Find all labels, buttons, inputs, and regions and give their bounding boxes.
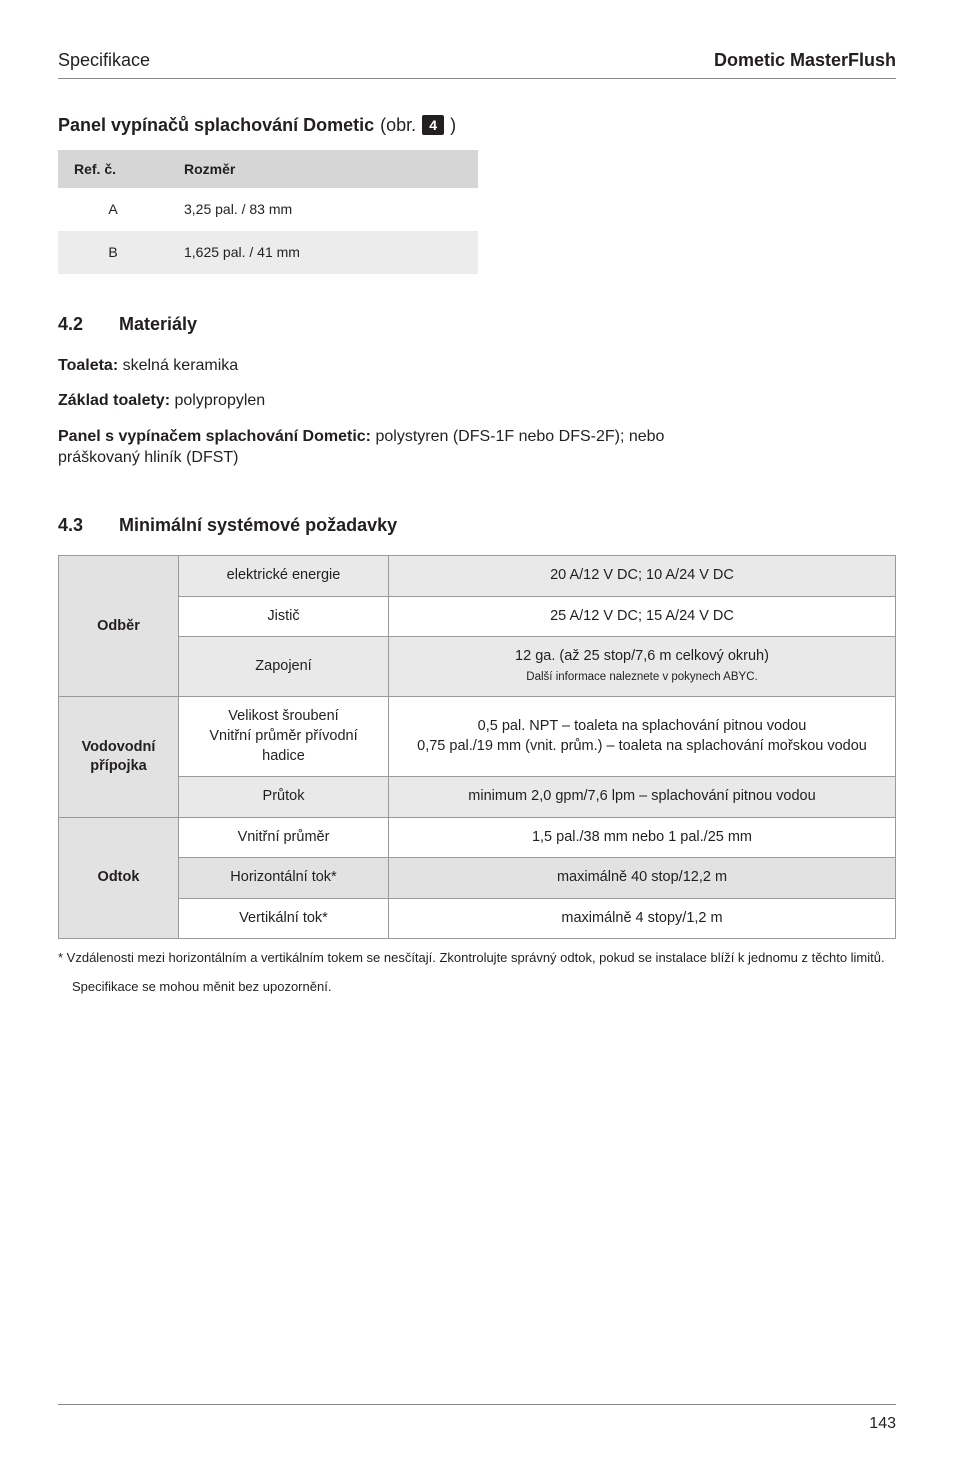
group-head: Odběr xyxy=(59,556,179,697)
param-cell: Vnitřní průměr xyxy=(179,817,389,858)
footnote-star: * Vzdálenosti mezi horizontálním a verti… xyxy=(58,949,896,967)
val-cell: maximálně 40 stop/12,2 m xyxy=(389,858,896,899)
table-row: Odtok Vnitřní průměr 1,5 pal./38 mm nebo… xyxy=(59,817,896,858)
material-label: Toaleta: xyxy=(58,357,118,374)
val-cell: 12 ga. (až 25 stop/7,6 m celkový okruh) … xyxy=(389,637,896,697)
footnote-spec: Specifikace se mohou měnit bez upozorněn… xyxy=(58,978,896,996)
table-row: Vertikální tok* maximálně 4 stopy/1,2 m xyxy=(59,898,896,939)
val-cell: 0,5 pal. NPT – toaleta na splachování pi… xyxy=(389,697,896,777)
val-cell: maximálně 4 stopy/1,2 m xyxy=(389,898,896,939)
param-cell: Jistič xyxy=(179,596,389,637)
val-note: Další informace naleznete v pokynech ABY… xyxy=(526,671,757,683)
val-cell: 3,25 pal. / 83 mm xyxy=(168,188,478,231)
header-left: Specifikace xyxy=(58,48,150,72)
val-cell: 25 A/12 V DC; 15 A/24 V DC xyxy=(389,596,896,637)
footnotes: * Vzdálenosti mezi horizontálním a verti… xyxy=(58,949,896,995)
header-right: Dometic MasterFlush xyxy=(714,48,896,72)
table-row: B 1,625 pal. / 41 mm xyxy=(58,231,478,274)
obr-close: ) xyxy=(450,113,456,137)
subsection-4-3: 4.3 Minimální systémové požadavky xyxy=(58,513,896,537)
figure-number-badge: 4 xyxy=(422,115,444,135)
material-label: Panel s vypínačem splachování Dometic: xyxy=(58,428,371,445)
table-row: Zapojení 12 ga. (až 25 stop/7,6 m celkov… xyxy=(59,637,896,697)
param-cell: elektrické energie xyxy=(179,556,389,597)
ref-cell: A xyxy=(58,188,168,231)
param-cell: Velikost šroubení Vnitřní průměr přívodn… xyxy=(179,697,389,777)
param-cell: Vertikální tok* xyxy=(179,898,389,939)
subsection-title: Minimální systémové požadavky xyxy=(119,513,397,537)
material-line: Základ toalety: polypropylen xyxy=(58,390,896,412)
table-row: Horizontální tok* maximálně 40 stop/12,2… xyxy=(59,858,896,899)
subsection-number: 4.3 xyxy=(58,513,83,537)
val-main: 12 ga. (až 25 stop/7,6 m celkový okruh) xyxy=(515,648,769,664)
param-cell: Zapojení xyxy=(179,637,389,697)
panel-section-title: Panel vypínačů splachování Dometic (obr.… xyxy=(58,113,896,137)
param-cell: Průtok xyxy=(179,777,389,818)
ref-header-col2: Rozměr xyxy=(168,150,478,189)
table-row: Vodovodní přípojka Velikost šroubení Vni… xyxy=(59,697,896,777)
val-cell: 20 A/12 V DC; 10 A/24 V DC xyxy=(389,556,896,597)
table-row: Odběr elektrické energie 20 A/12 V DC; 1… xyxy=(59,556,896,597)
group-head: Odtok xyxy=(59,817,179,939)
table-row: A 3,25 pal. / 83 mm xyxy=(58,188,478,231)
material-label: Základ toalety: xyxy=(58,392,170,409)
material-line: Toaleta: skelná keramika xyxy=(58,355,896,377)
ref-cell: B xyxy=(58,231,168,274)
val-cell: 1,5 pal./38 mm nebo 1 pal./25 mm xyxy=(389,817,896,858)
material-line: Panel s vypínačem splachování Dometic: p… xyxy=(58,426,678,469)
material-text: polypropylen xyxy=(170,392,265,409)
table-row: Průtok minimum 2,0 gpm/7,6 lpm – splacho… xyxy=(59,777,896,818)
subsection-number: 4.2 xyxy=(58,312,83,336)
page-footer: 143 xyxy=(58,1404,896,1435)
reference-table: Ref. č. Rozměr A 3,25 pal. / 83 mm B 1,6… xyxy=(58,150,478,275)
table-row: Jistič 25 A/12 V DC; 15 A/24 V DC xyxy=(59,596,896,637)
subsection-title: Materiály xyxy=(119,312,197,336)
table-header-row: Ref. č. Rozměr xyxy=(58,150,478,189)
panel-title-text: Panel vypínačů splachování Dometic xyxy=(58,113,374,137)
ref-header-col1: Ref. č. xyxy=(58,150,168,189)
system-requirements-table: Odběr elektrické energie 20 A/12 V DC; 1… xyxy=(58,555,896,939)
page-header: Specifikace Dometic MasterFlush xyxy=(58,48,896,79)
param-cell: Horizontální tok* xyxy=(179,858,389,899)
page-number: 143 xyxy=(869,1415,896,1432)
val-cell: minimum 2,0 gpm/7,6 lpm – splachování pi… xyxy=(389,777,896,818)
group-head: Vodovodní přípojka xyxy=(59,697,179,817)
material-text: skelná keramika xyxy=(118,357,238,374)
obr-open: (obr. xyxy=(380,113,416,137)
val-cell: 1,625 pal. / 41 mm xyxy=(168,231,478,274)
subsection-4-2: 4.2 Materiály xyxy=(58,312,896,336)
